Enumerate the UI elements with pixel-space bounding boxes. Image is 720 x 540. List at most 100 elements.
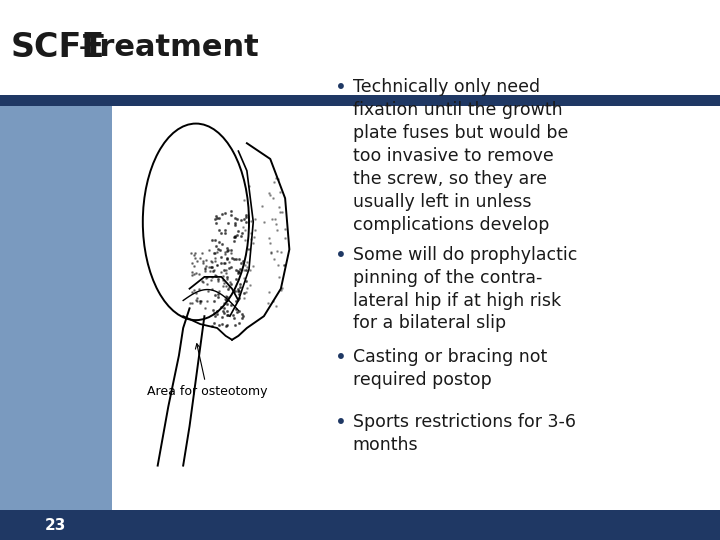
- Point: [267, 296, 279, 305]
- Point: [206, 322, 217, 330]
- Point: [190, 269, 202, 278]
- Point: [221, 247, 233, 255]
- Point: [244, 266, 256, 274]
- Point: [229, 233, 240, 242]
- Point: [220, 266, 232, 274]
- Point: [203, 263, 215, 272]
- Point: [235, 283, 246, 292]
- Point: [279, 261, 290, 269]
- Point: [233, 255, 245, 264]
- Point: [212, 214, 223, 222]
- Point: [270, 174, 282, 183]
- Point: [233, 286, 244, 295]
- Point: [220, 322, 232, 330]
- Point: [222, 295, 234, 304]
- Point: [233, 266, 244, 275]
- Point: [228, 237, 239, 245]
- Point: [206, 276, 217, 285]
- Point: [186, 271, 197, 279]
- Point: [245, 280, 256, 289]
- Point: [221, 254, 233, 263]
- Point: [228, 255, 240, 264]
- Point: [213, 238, 225, 247]
- Point: [242, 262, 253, 271]
- Point: [274, 188, 286, 197]
- Point: [240, 211, 251, 220]
- Point: [199, 265, 211, 273]
- Point: [270, 220, 282, 228]
- Point: [233, 287, 245, 296]
- Point: [239, 225, 251, 234]
- Point: [219, 247, 230, 256]
- Point: [225, 211, 237, 219]
- Point: [210, 291, 221, 299]
- Point: [215, 228, 227, 237]
- Point: [271, 246, 282, 255]
- Point: [230, 304, 242, 313]
- Point: [264, 190, 276, 199]
- Point: [194, 296, 205, 305]
- Point: [267, 194, 279, 202]
- Point: [210, 312, 221, 320]
- Point: [279, 261, 290, 269]
- Point: [276, 247, 287, 256]
- Point: [202, 279, 213, 288]
- Point: [202, 273, 213, 281]
- Point: [219, 259, 230, 268]
- Point: [225, 300, 237, 309]
- Point: [256, 202, 268, 211]
- Point: [249, 215, 261, 224]
- Point: [235, 265, 246, 273]
- Point: [240, 266, 252, 274]
- Point: [208, 296, 220, 305]
- Point: [223, 282, 235, 291]
- Point: [246, 228, 257, 237]
- Point: [225, 246, 237, 254]
- Text: -: -: [68, 31, 102, 64]
- Bar: [0, 510, 720, 540]
- Point: [212, 276, 224, 285]
- Point: [189, 269, 200, 278]
- Point: [197, 257, 209, 266]
- Point: [264, 233, 275, 242]
- Point: [216, 239, 228, 248]
- Point: [230, 255, 242, 264]
- Point: [228, 233, 240, 241]
- Point: [229, 219, 240, 227]
- Bar: [0, 0, 720, 94]
- Point: [195, 297, 207, 306]
- Point: [202, 297, 213, 306]
- Point: [220, 209, 231, 218]
- Point: [210, 211, 222, 220]
- Point: [199, 303, 211, 312]
- Point: [271, 226, 282, 235]
- Point: [218, 308, 230, 317]
- Point: [207, 262, 218, 271]
- Point: [217, 281, 228, 290]
- Point: [220, 295, 231, 304]
- Point: [263, 288, 274, 296]
- Point: [230, 296, 242, 305]
- Point: [199, 267, 211, 275]
- Text: 23: 23: [45, 518, 66, 532]
- Point: [221, 254, 233, 262]
- Point: [238, 256, 249, 265]
- Point: [268, 177, 279, 186]
- Point: [212, 261, 223, 269]
- Point: [225, 207, 237, 215]
- Point: [213, 226, 225, 234]
- Point: [220, 269, 231, 278]
- Point: [238, 214, 250, 223]
- Point: [216, 210, 228, 218]
- Point: [233, 268, 245, 276]
- Point: [219, 229, 230, 238]
- Point: [240, 218, 251, 227]
- Point: [263, 189, 274, 198]
- Point: [219, 250, 230, 259]
- Point: [217, 275, 229, 284]
- Point: [208, 265, 220, 274]
- Point: [213, 287, 225, 295]
- Point: [221, 293, 233, 301]
- Point: [230, 321, 241, 330]
- Point: [222, 244, 233, 252]
